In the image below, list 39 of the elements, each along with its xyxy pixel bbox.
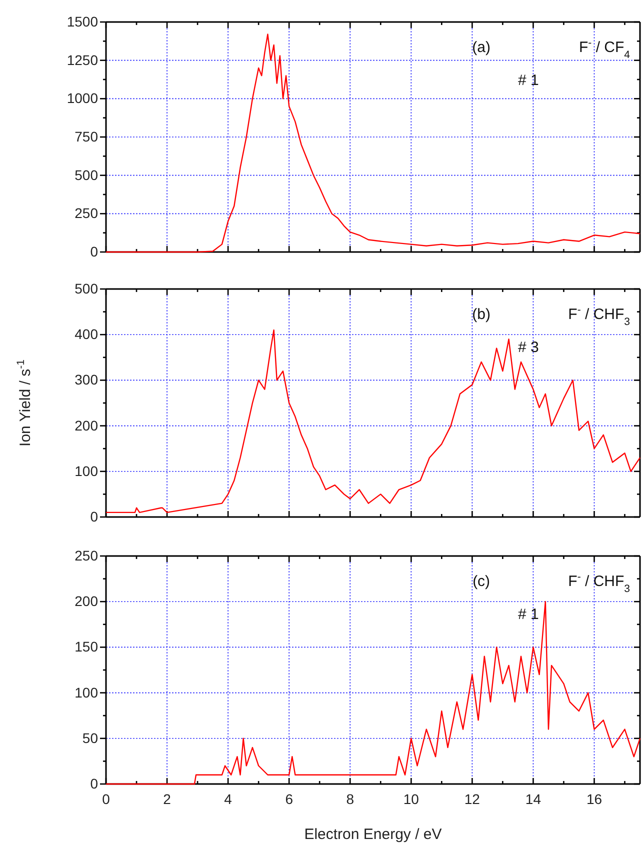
annotation: # 1: [518, 606, 539, 623]
y-tick-label: 500: [74, 280, 98, 296]
x-tick-label: 2: [163, 790, 172, 807]
y-tick-label: 0: [90, 243, 98, 260]
annotation: F$^{-}$ / CHF$_{3}$: [568, 571, 630, 595]
annotation: F$^{-}$ / CF$_{4}$: [578, 37, 630, 61]
line-series: [105, 329, 641, 514]
y-tick-label: 300: [74, 372, 98, 388]
y-tick-label: 1000: [66, 90, 98, 106]
annotation: F$^{-}$ / CHF$_{3}$: [568, 304, 630, 328]
y-tick-label: 50: [82, 730, 98, 746]
y-tick-label: 100: [74, 684, 98, 700]
x-tick-label: 0: [102, 790, 110, 807]
annotation: (a): [472, 39, 490, 56]
y-tick-label: 100: [74, 462, 98, 479]
x-tick-label: 10: [403, 790, 420, 807]
annotation: (c): [472, 573, 490, 590]
y-tick-label: 1500: [66, 13, 98, 30]
y-tick-label: 200: [74, 593, 98, 610]
y-tick-label: 200: [74, 417, 98, 434]
y-tick-label: 0: [90, 775, 98, 792]
y-tick-label: 500: [74, 166, 98, 183]
annotation: (b): [472, 306, 490, 323]
y-tick-label: 1250: [66, 52, 98, 68]
y-tick-label: 0: [90, 508, 98, 524]
y-tick-label: 250: [74, 547, 98, 564]
x-tick-label: 14: [525, 790, 542, 807]
x-tick-label: 6: [285, 790, 294, 807]
y-tick-label: 250: [74, 205, 98, 222]
y-tick-label: 150: [74, 638, 98, 655]
annotation: # 3: [518, 339, 539, 356]
y-tick-label: 400: [74, 326, 98, 342]
x-tick-label: 12: [464, 790, 480, 807]
x-tick-label: 8: [346, 790, 354, 807]
annotation: # 1: [518, 72, 539, 89]
y-tick-label: 750: [74, 128, 98, 144]
x-tick-label: 16: [586, 790, 602, 807]
x-tick-label: 4: [224, 790, 232, 807]
x-axis-title: Electron Energy / eV: [304, 826, 442, 843]
